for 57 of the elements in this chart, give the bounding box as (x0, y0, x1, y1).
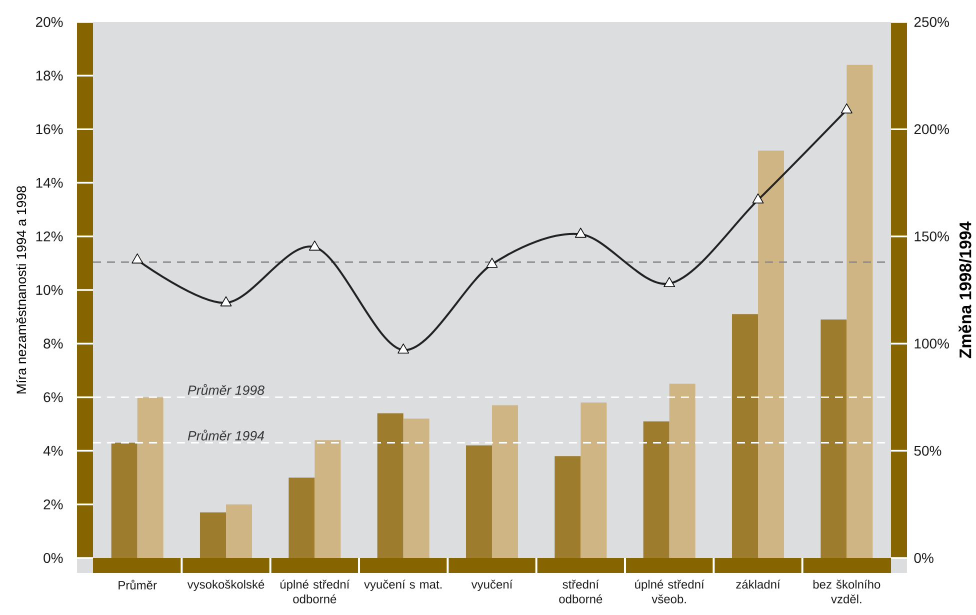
x-tick-label: vyučení s mat. (364, 580, 442, 592)
point (398, 343, 410, 354)
x-tick-label: úplné střední všeob. (635, 580, 704, 604)
point (132, 253, 144, 264)
y2-tick-label: 200% (914, 124, 949, 134)
y-tick-label: 16% (36, 124, 63, 134)
x-tick-label: Průměr (118, 580, 157, 590)
bar (137, 397, 164, 558)
y2-tick-label: 100% (914, 338, 949, 349)
y-axis-title: Míra nezaměstnanosti 1994 a 1998 (16, 186, 26, 394)
bar (643, 421, 670, 558)
x-tick-label: základní (736, 580, 780, 589)
ref-line-label: Průměr 1998 (188, 384, 264, 395)
y-tick-label: 14% (36, 178, 63, 188)
bar (554, 456, 581, 558)
y-tick-label: 4% (43, 446, 63, 456)
bar (226, 504, 252, 558)
bar (820, 319, 847, 558)
point (220, 296, 232, 306)
bar (580, 402, 607, 558)
bar (466, 445, 492, 558)
x-tick-label: vyučení (471, 580, 513, 592)
bar (314, 440, 341, 558)
point (308, 240, 320, 251)
y-tick-label: 18% (36, 70, 63, 81)
point (752, 193, 764, 204)
y2-tick-label: 250% (914, 17, 949, 27)
bar (846, 64, 873, 558)
y2-tick-label: 50% (914, 446, 942, 456)
y-tick-label: 2% (44, 499, 63, 510)
point (486, 258, 498, 268)
y-tick-label: 6% (44, 392, 63, 402)
point (664, 277, 676, 288)
ref-line-label: Průměr 1994 (188, 430, 264, 440)
y-tick-label: 8% (44, 338, 63, 349)
bar (288, 478, 315, 558)
y-tick-label: 20% (36, 17, 63, 27)
x-tick-label: úplné střední odborné (280, 580, 350, 604)
y-tick-label: 10% (36, 285, 63, 295)
x-tick-label: vysokoškolské (187, 580, 264, 592)
bar (732, 314, 758, 558)
bar (403, 418, 430, 558)
point (840, 103, 852, 114)
y-tick-label: 12% (36, 231, 63, 242)
y2-tick-label: 150% (914, 231, 949, 242)
y-tick-label: 0% (44, 553, 63, 563)
bar (200, 512, 226, 558)
y2-tick-label: 0% (914, 553, 934, 563)
x-tick-label: bez školního vzděl. (813, 580, 880, 604)
bar (758, 150, 784, 558)
x-tick-label: střední odborné (559, 580, 602, 604)
point (574, 228, 586, 238)
y2-axis-title: Změna 1998/1994 (958, 222, 972, 358)
bar (377, 413, 404, 558)
bar (111, 442, 138, 558)
bar (492, 405, 518, 558)
bar (669, 384, 696, 558)
